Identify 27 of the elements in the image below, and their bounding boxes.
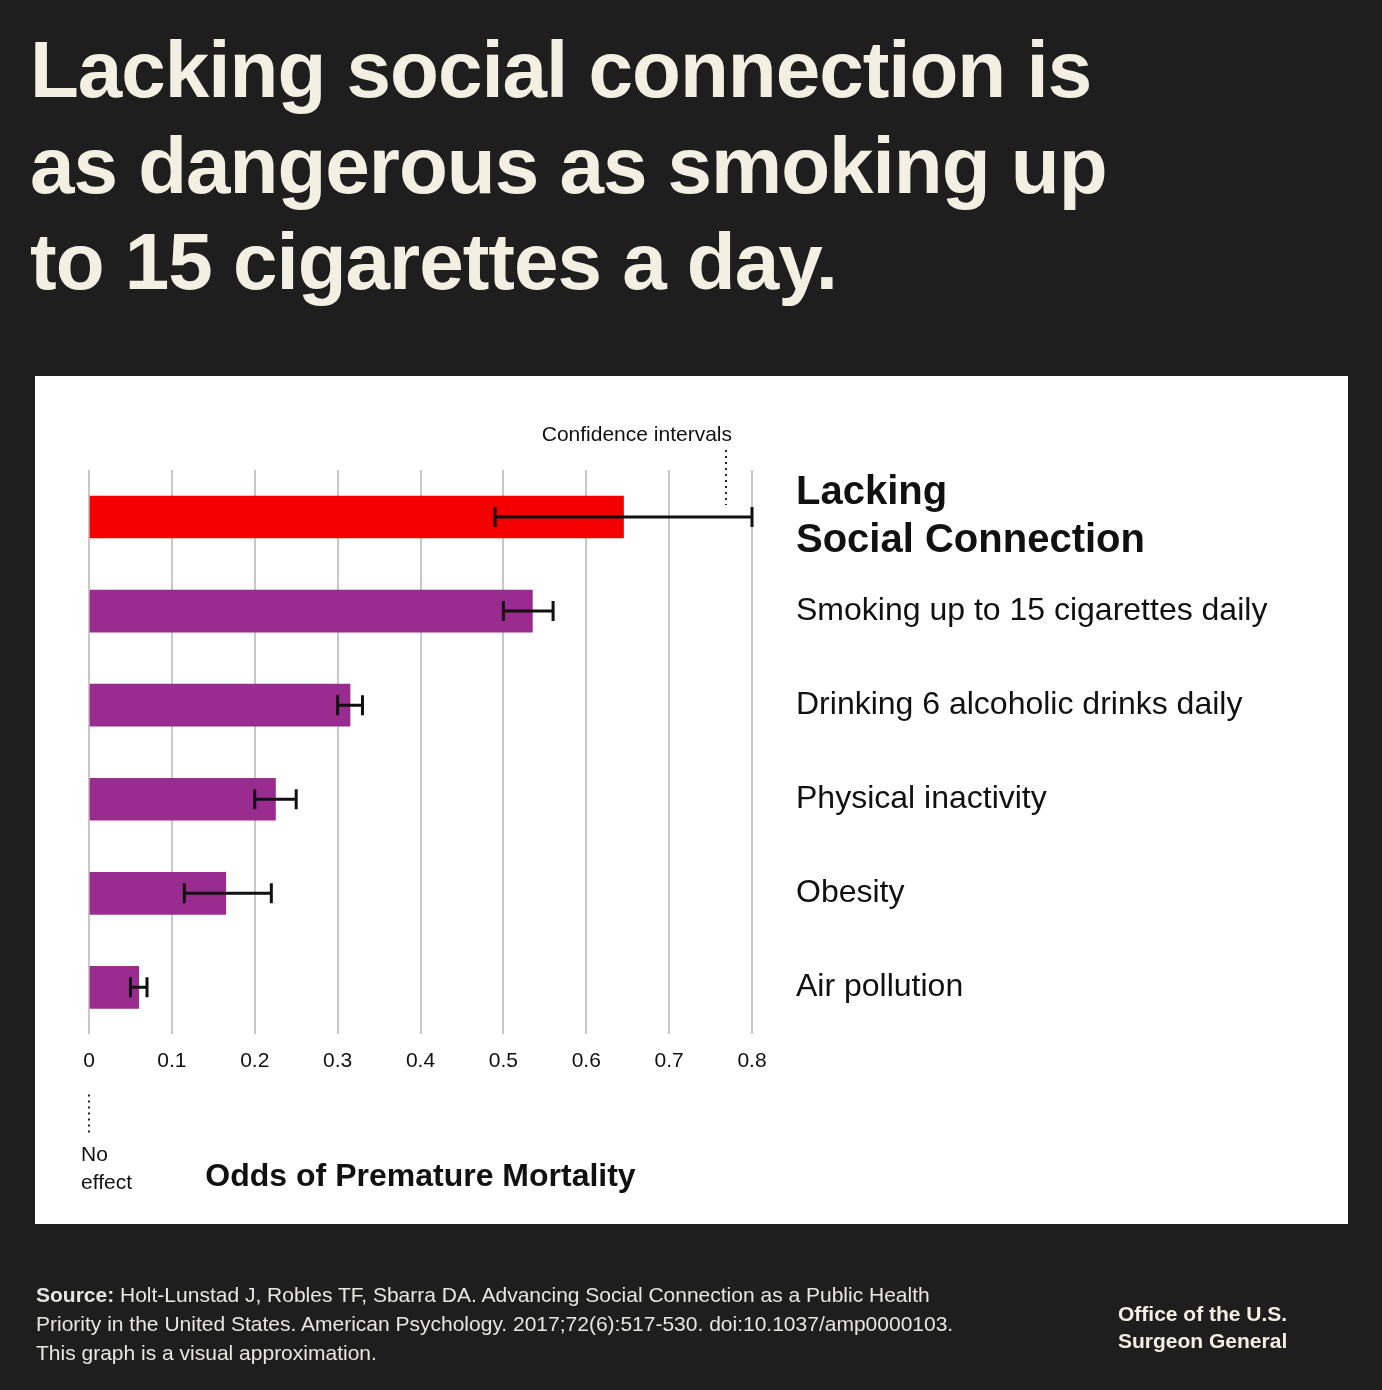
- bar: [89, 777, 276, 821]
- x-tick-label: 0.6: [571, 1047, 601, 1071]
- y-tick-label: Smoking up to 15 cigarettes daily: [796, 590, 1268, 627]
- bar: [89, 495, 624, 539]
- y-tick-label: Lacking Social Connection: [796, 468, 1145, 561]
- x-tick-label: 0.3: [323, 1047, 353, 1071]
- bar: [89, 683, 351, 727]
- y-tick-label: Obesity: [796, 873, 905, 910]
- x-tick-label: 0: [83, 1047, 95, 1071]
- x-tick-label: 0.7: [654, 1047, 684, 1071]
- text: No effect: [81, 1141, 133, 1193]
- x-tick-label: 0.8: [737, 1047, 767, 1071]
- bar: [89, 589, 533, 633]
- chart-title: Lacking social connection is as dangerous as smoking up to 15 cigarettes a day.: [30, 24, 1108, 308]
- text: Office of the U.S. Surgeon General: [1118, 1301, 1289, 1354]
- x-tick-label: 0.1: [157, 1047, 187, 1071]
- text: Confidence intervals: [541, 422, 732, 446]
- x-axis-title: Odds of Premature Mortality: [205, 1156, 636, 1193]
- x-tick-label: 0.5: [488, 1047, 518, 1071]
- x-tick-label: 0.2: [240, 1047, 270, 1071]
- y-tick-label: Physical inactivity: [796, 779, 1047, 816]
- bar: [89, 966, 140, 1009]
- y-tick-label: Air pollution: [796, 967, 964, 1004]
- source-note: Source: Holt-Lunstad J, Robles TF, Sbarra DA. Advancing Social Connection as a Public Health Priority in the United States. American Psychology. 2017;72(6):517-530. doi:10.1037/amp0000103. This graph is a visual approximation.: [36, 1282, 955, 1366]
- bar: [89, 871, 227, 915]
- x-tick-label: 0.4: [405, 1047, 436, 1071]
- y-tick-label: Drinking 6 alcoholic drinks daily: [796, 684, 1243, 721]
